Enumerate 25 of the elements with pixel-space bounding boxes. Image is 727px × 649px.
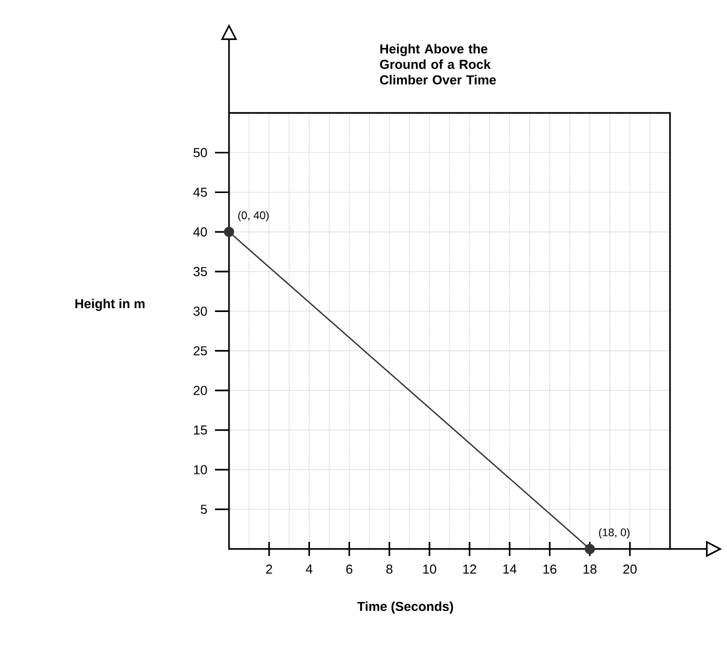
y-tick-label: 45 — [193, 188, 207, 197]
x-tick-label: 18 — [584, 564, 596, 574]
x-tick-label: 6 — [346, 564, 352, 574]
y-tick-label: 30 — [194, 306, 207, 316]
y-tick-label: 35 — [194, 266, 207, 276]
y-axis-title: Height in m — [75, 298, 145, 311]
y-tick-label: 20 — [194, 386, 207, 396]
annotation: (0, 40) — [238, 211, 269, 222]
x-tick-label: 16 — [543, 564, 556, 574]
annotation: (18, 0) — [599, 528, 630, 538]
x-tick-label: 2 — [266, 564, 272, 574]
y-tick-label: 25 — [194, 346, 207, 356]
y-tick-label: 5 — [200, 504, 207, 514]
y-tick-label: 40 — [193, 227, 207, 236]
x-tick-label: 20 — [623, 564, 637, 574]
x-tick-label: 4 — [306, 564, 312, 574]
x-axis-title: Time (Seconds) — [357, 601, 454, 614]
y-tick-label: 10 — [194, 465, 207, 474]
x-tick-label: 10 — [423, 564, 436, 574]
y-tick-label: 15 — [194, 426, 207, 435]
y-tick-label: 50 — [194, 148, 207, 158]
x-tick-label: 14 — [503, 564, 516, 574]
x-tick-label: 12 — [463, 564, 476, 574]
x-tick-label: 8 — [386, 564, 392, 574]
chart-title: Height Above the Ground of a Rock Climber Over Time — [380, 44, 496, 84]
